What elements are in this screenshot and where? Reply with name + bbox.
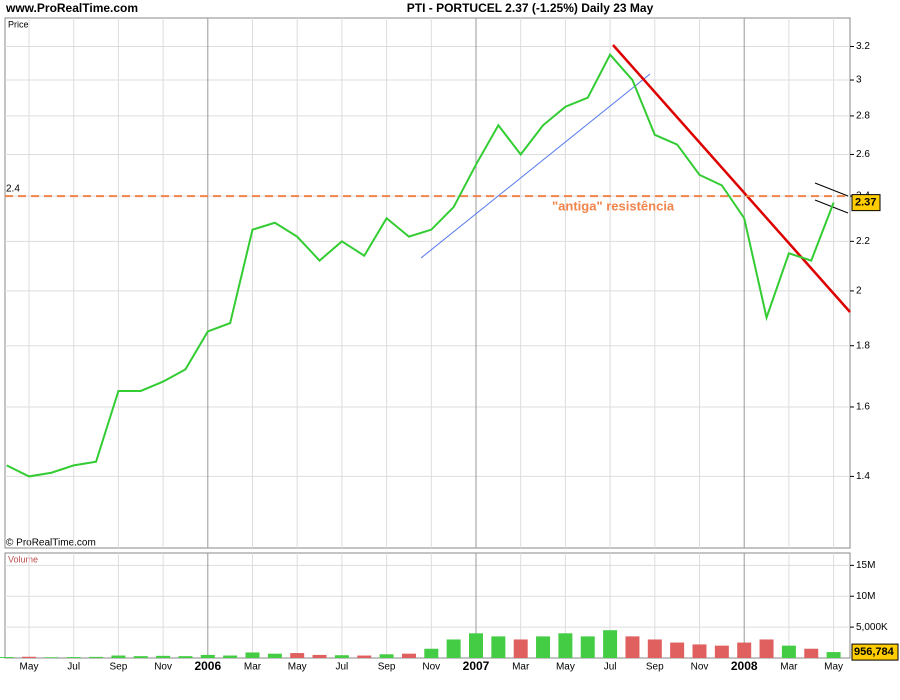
volume-bar — [826, 652, 841, 658]
x-tick-label: Mar — [512, 662, 530, 673]
price-line — [6, 52, 835, 478]
x-tick-label: Mar — [780, 662, 798, 673]
y-tick-label: 2.6 — [856, 149, 870, 160]
volume-bar — [603, 630, 618, 658]
volume-bar — [781, 645, 796, 658]
channel-line — [814, 182, 849, 197]
volume-bar — [178, 656, 193, 658]
last-price-label: 2.37 — [855, 197, 876, 209]
red-trend-line — [612, 44, 851, 313]
y-tick-label: 1.6 — [856, 402, 870, 413]
x-tick-label: Nov — [691, 662, 709, 673]
last-volume-box — [851, 643, 899, 661]
volume-bar — [200, 654, 215, 658]
volume-bar — [379, 654, 394, 658]
volume-bar — [558, 633, 573, 658]
volume-bar — [223, 655, 238, 658]
y-tick-label: 1.8 — [856, 340, 870, 351]
volume-bar — [804, 648, 819, 658]
x-tick-label: 2006 — [194, 659, 221, 673]
volume-bar — [0, 657, 14, 658]
x-tick-label: May — [288, 662, 307, 673]
x-tick-label: Jul — [604, 662, 617, 673]
x-tick-label: Jul — [67, 662, 80, 673]
price-panel-label: Price — [8, 19, 29, 29]
volume-bar — [133, 656, 148, 658]
price-frame — [4, 17, 851, 549]
volume-bar — [334, 655, 349, 658]
volume-bar — [111, 655, 126, 658]
volume-bar — [66, 657, 81, 658]
volume-bar — [469, 633, 483, 658]
volume-bar — [446, 639, 461, 658]
blue-trend-line — [420, 73, 651, 259]
x-tick-label: Sep — [646, 662, 664, 673]
y-tick-label: 2 — [856, 286, 862, 297]
y-tick-label: 15M — [856, 560, 875, 571]
y-tick-label: 5,000K — [856, 622, 888, 633]
volume-bar — [156, 655, 171, 658]
x-tick-label: 2008 — [731, 659, 758, 673]
y-tick-label: 3 — [856, 75, 862, 86]
volume-bar — [22, 656, 36, 658]
volume-bar — [625, 636, 640, 658]
volume-bar — [692, 644, 707, 658]
y-tick-label: 10M — [856, 591, 875, 602]
site-label: www.ProRealTime.com — [5, 1, 138, 15]
x-tick-label: Nov — [154, 662, 172, 673]
y-tick-label: 3.2 — [856, 41, 870, 52]
y-tick-label: 2.2 — [856, 236, 870, 247]
volume-bar — [89, 656, 104, 658]
reference-label: 2.4 — [6, 184, 20, 195]
x-tick-label: Mar — [244, 662, 262, 673]
volume-bar — [290, 653, 305, 658]
y-tick-label: 2.8 — [856, 111, 870, 122]
volume-bar — [670, 642, 685, 658]
volume-bar — [312, 654, 327, 658]
volume-panel-label: Volume — [8, 554, 38, 564]
x-tick-label: 2007 — [463, 659, 490, 673]
plot-layer — [5, 18, 850, 658]
x-tick-label: Sep — [110, 662, 128, 673]
last-volume-label: 956,784 — [854, 646, 895, 658]
volume-bar — [580, 636, 595, 658]
volume-bar — [267, 653, 282, 658]
chart-title: PTI - PORTUCEL 2.37 (-1.25%) Daily 23 Ma… — [407, 1, 654, 15]
x-tick-label: May — [556, 662, 575, 673]
volume-bar — [424, 648, 439, 658]
x-tick-label: Nov — [422, 662, 440, 673]
last-price-box — [851, 194, 881, 212]
volume-bar — [491, 636, 506, 658]
volume-bar — [44, 657, 59, 658]
copyright: © ProRealTime.com — [6, 538, 96, 549]
y-tick-label: 1.4 — [856, 471, 870, 482]
volume-bar — [536, 636, 551, 658]
volume-bar — [647, 639, 662, 658]
volume-bar — [714, 645, 729, 658]
volume-bar — [357, 655, 372, 658]
x-tick-label: May — [20, 662, 39, 673]
annotation: "antiga" resistência — [552, 199, 675, 214]
volume-bar — [737, 642, 752, 658]
volume-bar — [513, 639, 528, 658]
x-tick-label: Sep — [378, 662, 396, 673]
x-tick-label: May — [824, 662, 843, 673]
x-tick-label: Jul — [336, 662, 349, 673]
volume-bar — [759, 639, 774, 658]
volume-bar — [401, 653, 416, 658]
volume-bar — [245, 652, 260, 658]
